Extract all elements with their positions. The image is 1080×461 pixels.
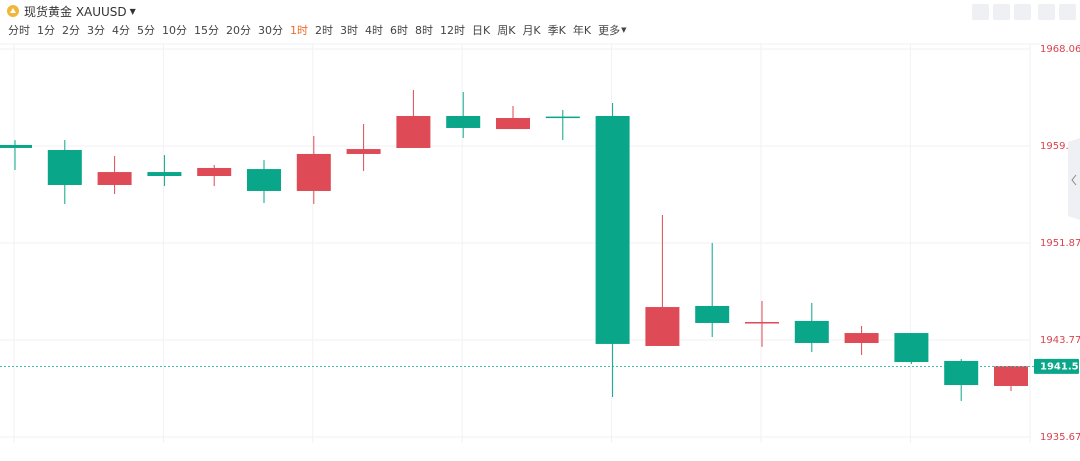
candle-body: [0, 144, 32, 148]
period-tab[interactable]: 5分: [137, 24, 155, 37]
candle-body: [396, 115, 431, 148]
candle-body: [296, 153, 331, 191]
grid: [0, 44, 1030, 443]
draw-icon[interactable]: [993, 4, 1010, 20]
period-tab[interactable]: 月K: [522, 24, 541, 37]
symbol-bar: 现货黄金 XAUUSD ▼: [6, 3, 136, 19]
view-icons: [1038, 4, 1076, 20]
candle-body: [496, 118, 530, 130]
symbol[interactable]: 现货黄金 XAUUSD: [24, 4, 127, 19]
zoom-icon[interactable]: [1038, 4, 1055, 20]
candle-body: [47, 150, 82, 185]
candle-body: [794, 320, 829, 343]
period-tab[interactable]: 4时: [365, 24, 383, 37]
candle-body: [147, 172, 182, 177]
period-tab[interactable]: 10分: [162, 24, 187, 37]
tool-icons: [972, 4, 1031, 20]
toggle-arrow: [1071, 174, 1077, 186]
candle-body: [97, 172, 132, 185]
candle-body: [446, 115, 481, 128]
candle-body: [197, 167, 232, 177]
period-tab[interactable]: 6时: [390, 24, 408, 37]
indicator-icon[interactable]: [1014, 4, 1031, 20]
candles: [0, 89, 1028, 401]
period-tab[interactable]: 8时: [415, 24, 433, 37]
period-tab[interactable]: 2分: [62, 24, 80, 37]
candle-body: [247, 169, 281, 191]
period-tab[interactable]: 3分: [87, 24, 105, 37]
period-tab[interactable]: 1时: [290, 24, 308, 37]
y-tick-label: 1943.77: [1040, 335, 1080, 346]
fullscreen-icon[interactable]: [1059, 4, 1076, 20]
period-tab[interactable]: 1分: [37, 24, 55, 37]
period-tab[interactable]: 12时: [440, 24, 465, 37]
y-tick-label: 1951.87: [1040, 238, 1080, 249]
side-panel-toggle[interactable]: [1068, 138, 1080, 220]
period-tab[interactable]: 周K: [497, 24, 516, 37]
candle-body: [894, 333, 929, 363]
last-price-box: [1034, 358, 1079, 374]
candle-body: [745, 322, 779, 324]
candle-body: [844, 333, 879, 343]
period-tab[interactable]: 30分: [258, 24, 283, 37]
more-arrow[interactable]: ▼: [621, 26, 627, 34]
period-tab[interactable]: 15分: [194, 24, 219, 37]
candle-body: [545, 116, 580, 119]
period-tab[interactable]: 3时: [340, 24, 358, 37]
gold-icon: [7, 5, 19, 17]
candle-body: [944, 360, 979, 386]
y-axis: 1935.67 1943.77 1951.87 1959.96 1968.06 1941.…: [0, 44, 1080, 443]
period-tab[interactable]: 更多: [598, 24, 621, 37]
candle-body: [695, 305, 730, 323]
period-tab[interactable]: 20分: [226, 24, 251, 37]
y-tick-label: 1968.06: [1040, 44, 1080, 55]
period-tab[interactable]: 季K: [547, 24, 566, 37]
period-tab[interactable]: 4分: [112, 24, 130, 37]
line-icon[interactable]: [972, 4, 989, 20]
period-tab[interactable]: 分时: [8, 24, 30, 37]
candle-body: [346, 149, 381, 154]
candle-body: [645, 307, 680, 346]
y-tick-label: 1935.67: [1040, 432, 1080, 443]
period-tab[interactable]: 日K: [472, 24, 491, 37]
candle-body: [994, 366, 1028, 386]
period-tab[interactable]: 2时: [315, 24, 333, 37]
candle-body: [595, 115, 630, 344]
period-tabs: 分时 1分 2分 3分 4分 5分 10分 15分 20分 30分 1时 2时 3时 4时 6时 8时 12时日…: [8, 22, 626, 38]
period-tab[interactable]: 年K: [572, 24, 592, 37]
last-price-label: 1941.57: [1040, 361, 1080, 372]
dropdown-arrow[interactable]: ▼: [129, 6, 136, 16]
y-tick-label: 1959.96: [1040, 141, 1080, 152]
